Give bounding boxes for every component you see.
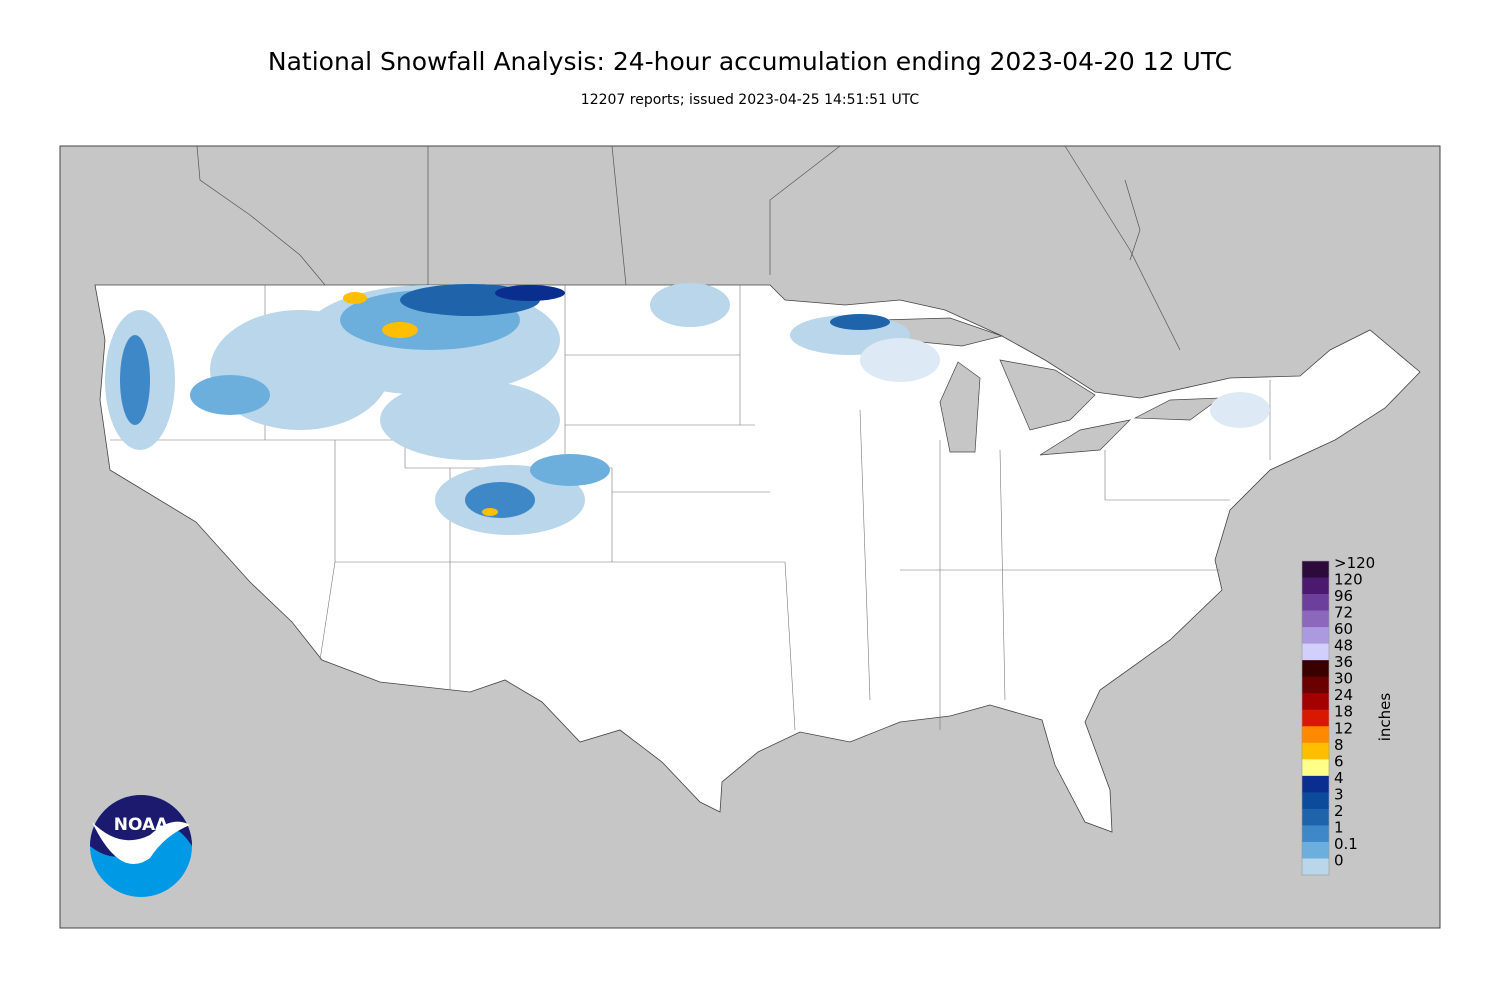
legend-label: 72 [1334,604,1353,622]
logo-text: NOAA [114,815,169,835]
legend-label: 6 [1334,752,1344,770]
canada-borders [196,145,1181,351]
legend-label: 48 [1334,637,1353,655]
legend-swatch [1302,610,1329,628]
noaa-logo: NOAA [90,795,192,897]
legend-swatch [1302,726,1329,744]
map [59,145,1441,929]
legend-label: 3 [1334,785,1344,803]
snowfall-areas [105,283,1270,535]
legend-swatch [1302,561,1329,578]
legend-swatch [1302,577,1329,595]
legend-swatch [1302,676,1329,694]
legend-swatch [1302,742,1329,760]
legend-label: 24 [1334,686,1353,704]
legend-label: 96 [1334,587,1353,605]
legend-swatch [1302,825,1329,843]
legend-label: 8 [1334,736,1344,754]
legend-label: 120 [1334,571,1363,589]
legend-swatch [1302,775,1329,793]
legend-swatch [1302,858,1329,876]
legend-swatch [1302,709,1329,727]
legend-label: 0 [1334,851,1344,869]
legend-label: 0.1 [1334,835,1358,853]
legend: inches >1201209672604836302418128643210.… [1301,554,1394,876]
legend-label: 2 [1334,802,1344,820]
legend-swatch [1302,660,1329,677]
legend-unit: inches [1376,693,1394,742]
legend-swatch [1302,792,1329,810]
subtitle: 12207 reports; issued 2023-04-25 14:51:5… [581,92,920,108]
legend-swatch [1302,693,1329,711]
legend-label: 4 [1334,769,1344,787]
legend-swatch [1302,594,1329,611]
legend-border [1301,560,1330,876]
legend-swatch [1302,808,1329,826]
legend-swatch [1302,759,1329,777]
title: National Snowfall Analysis: 24-hour accu… [268,47,1232,76]
legend-swatch [1302,627,1329,644]
legend-label: >120 [1334,554,1375,572]
legend-label: 30 [1334,670,1353,688]
legend-label: 18 [1334,703,1353,721]
legend-label: 1 [1334,818,1344,836]
legend-swatch [1302,643,1329,661]
legend-label: 12 [1334,719,1353,737]
legend-label: 36 [1334,653,1353,671]
legend-swatch [1302,841,1329,859]
legend-label: 60 [1334,620,1353,638]
